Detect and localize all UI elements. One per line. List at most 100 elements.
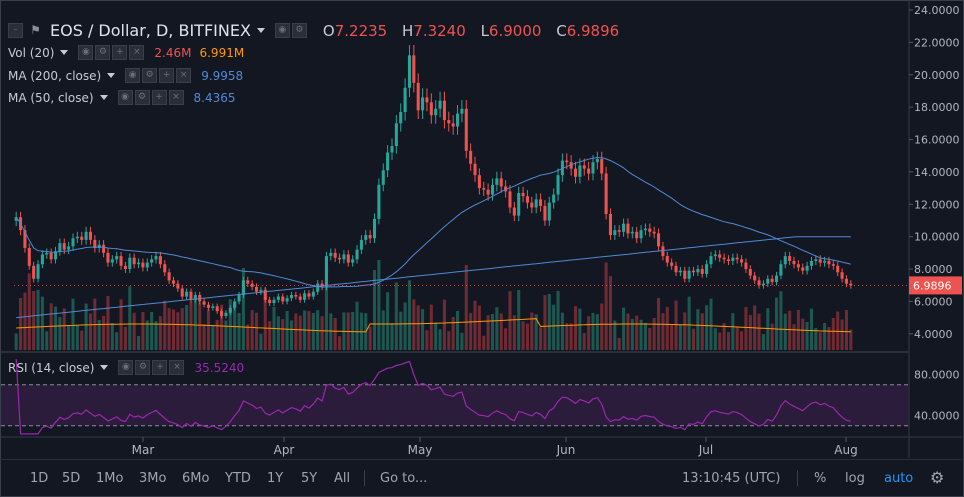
candle-body xyxy=(36,264,40,279)
timeframe-all[interactable]: All xyxy=(334,471,351,486)
goto-button[interactable]: Go to... xyxy=(380,471,428,486)
volume-bar xyxy=(416,305,420,350)
candle-body xyxy=(836,265,840,273)
candle-body xyxy=(630,231,634,234)
volume-bar xyxy=(53,306,58,350)
volume-bar xyxy=(123,326,127,350)
candle-body xyxy=(137,262,141,265)
candle-body xyxy=(670,262,674,266)
timeframe-6mo[interactable]: 6Mo xyxy=(182,471,210,486)
volume-bar xyxy=(552,304,556,350)
candle-body xyxy=(849,283,853,286)
volume-bar xyxy=(394,282,398,350)
volume-bar xyxy=(241,267,245,350)
candle-body xyxy=(32,265,36,279)
candle-body xyxy=(425,97,429,103)
timeframe-5d[interactable]: 5D xyxy=(62,471,81,486)
candle-body xyxy=(368,235,372,239)
timeframe-5y[interactable]: 5Y xyxy=(301,471,318,486)
volume-bar xyxy=(573,306,578,350)
candle-body xyxy=(233,301,237,308)
volume-bar xyxy=(237,313,241,350)
volume-bar xyxy=(167,308,171,350)
volume-bar xyxy=(512,315,516,350)
timeframe-ytd[interactable]: YTD xyxy=(225,471,251,486)
candle-body xyxy=(552,194,556,203)
candle-body xyxy=(534,199,538,208)
candle-body xyxy=(512,207,516,216)
chevron-down-icon[interactable] xyxy=(256,28,265,33)
indicator-vol[interactable]: Vol (20) ◉ ⚙ + × 2.46M 6.991M xyxy=(8,45,245,60)
volume-bar xyxy=(324,260,328,350)
utc-clock[interactable]: 13:10:45 (UTC) xyxy=(682,471,781,486)
candle-body xyxy=(381,170,385,185)
volume-bar xyxy=(735,327,739,350)
rsi-tick-label: 40.0000 xyxy=(914,410,960,423)
timeframe-1mo[interactable]: 1Mo xyxy=(96,471,124,486)
chevron-down-icon[interactable] xyxy=(100,365,109,370)
candle-body xyxy=(748,269,752,276)
volume-bar xyxy=(176,312,180,350)
chevron-down-icon[interactable] xyxy=(99,95,108,100)
candle-body xyxy=(517,192,521,216)
volume-bar xyxy=(215,319,219,350)
flag-icon[interactable]: ⚑ xyxy=(30,23,41,37)
eye-icon[interactable]: ◉ xyxy=(274,23,290,38)
volume-bar xyxy=(80,330,84,350)
volume-bar xyxy=(648,328,652,350)
volume-bar xyxy=(801,318,805,350)
timeframe-1y[interactable]: 1Y xyxy=(267,471,284,486)
candle-body xyxy=(145,262,149,268)
symbol-title[interactable]: EOS / Dollar, D, BITFINEX xyxy=(50,21,251,40)
volume-bar xyxy=(521,321,525,350)
close-icon: × xyxy=(168,90,184,105)
volume-bar xyxy=(718,332,722,350)
candle-body xyxy=(740,259,744,263)
chevron-down-icon[interactable] xyxy=(107,73,116,78)
volume-bar xyxy=(132,312,136,350)
candle-body xyxy=(377,184,381,219)
candle-body xyxy=(783,256,787,265)
auto-toggle[interactable]: auto xyxy=(884,471,914,486)
indicator-ma50[interactable]: MA (50, close) ◉ ⚙ + × 8.4365 xyxy=(8,90,236,105)
candle-body xyxy=(67,246,71,250)
settings-icon[interactable]: ⚙ xyxy=(930,468,945,487)
volume-bar xyxy=(840,319,844,350)
volume-bar xyxy=(591,312,595,350)
eye-icon: ◉ xyxy=(125,68,141,83)
settings-icon[interactable]: ⚙ xyxy=(291,23,307,38)
price-tick-label: 20.0000 xyxy=(914,69,960,82)
volume-bar xyxy=(560,312,564,350)
candle-body xyxy=(508,191,512,208)
volume-bar xyxy=(198,302,202,350)
candle-body xyxy=(150,259,154,263)
timeframe-1d[interactable]: 1D xyxy=(30,471,49,486)
volume-bar xyxy=(442,299,446,350)
indicator-ma200[interactable]: MA (200, close) ◉ ⚙ + × 9.9958 xyxy=(8,68,244,83)
volume-bar xyxy=(421,309,425,350)
candle-body xyxy=(215,306,219,312)
log-toggle[interactable]: log xyxy=(845,471,865,486)
candle-body xyxy=(648,228,652,232)
volume-bar xyxy=(351,312,355,350)
volume-bar xyxy=(372,270,377,350)
candle-body xyxy=(770,278,774,282)
candle-body xyxy=(622,223,626,232)
volume-bar xyxy=(617,337,621,350)
candle-body xyxy=(390,146,394,153)
settings-icon: ⚙ xyxy=(135,360,151,375)
timeframe-3mo[interactable]: 3Mo xyxy=(139,471,167,486)
collapse-icon[interactable]: – xyxy=(8,23,23,38)
volume-bar xyxy=(709,298,713,350)
chevron-down-icon[interactable] xyxy=(60,50,69,55)
candle-body xyxy=(263,290,267,300)
candle-body xyxy=(705,264,709,274)
volume-bar xyxy=(740,331,744,350)
candle-body xyxy=(539,199,543,206)
volume-bar xyxy=(670,325,674,350)
candle-body xyxy=(298,296,302,300)
indicator-rsi[interactable]: RSI (14, close) ◉ ⚙ + × 35.5240 xyxy=(8,360,245,375)
time-tick-label: Jun xyxy=(556,443,576,457)
percent-toggle[interactable]: % xyxy=(814,471,827,486)
